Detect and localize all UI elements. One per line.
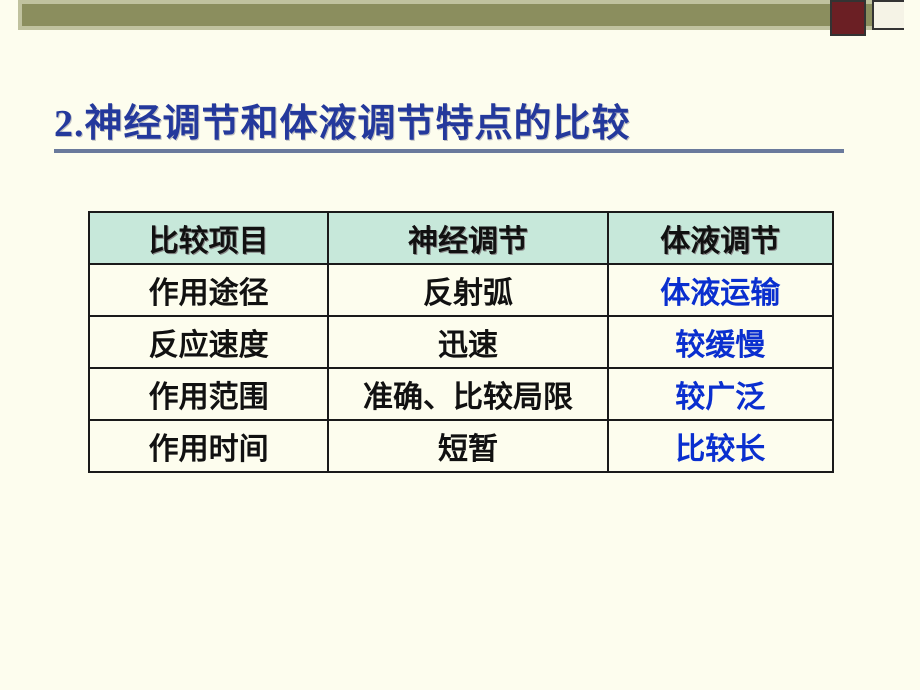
cell-humoral: 较缓慢 [608, 316, 833, 368]
slide-title: 2.神经调节和体液调节特点的比较 [54, 92, 844, 147]
cell-nerve: 准确、比较局限 [328, 368, 607, 420]
table-row: 作用途径 反射弧 体液运输 [89, 264, 833, 316]
row-label: 作用时间 [89, 420, 328, 472]
row-label: 作用途径 [89, 264, 328, 316]
cell-humoral: 体液运输 [608, 264, 833, 316]
header-humoral: 体液调节 [608, 212, 833, 264]
header-nerve: 神经调节 [328, 212, 607, 264]
decoration-square-dark [830, 0, 866, 36]
table-row: 作用范围 准确、比较局限 较广泛 [89, 368, 833, 420]
table-header-row: 比较项目 神经调节 体液调节 [89, 212, 833, 264]
cell-nerve: 短暂 [328, 420, 607, 472]
title-container: 2.神经调节和体液调节特点的比较 [54, 92, 844, 153]
slide-content: 2.神经调节和体液调节特点的比较 比较项目 神经调节 体液调节 作用途径 反射弧… [54, 92, 874, 473]
comparison-table-container: 比较项目 神经调节 体液调节 作用途径 反射弧 体液运输 反应速度 迅速 较缓慢… [88, 211, 874, 473]
cell-nerve: 迅速 [328, 316, 607, 368]
cell-humoral: 比较长 [608, 420, 833, 472]
cell-nerve: 反射弧 [328, 264, 607, 316]
row-label: 作用范围 [89, 368, 328, 420]
row-label: 反应速度 [89, 316, 328, 368]
table-row: 反应速度 迅速 较缓慢 [89, 316, 833, 368]
slide-top-decoration [0, 0, 920, 38]
decoration-band-inner [22, 4, 898, 26]
header-compare: 比较项目 [89, 212, 328, 264]
cell-humoral: 较广泛 [608, 368, 833, 420]
comparison-table: 比较项目 神经调节 体液调节 作用途径 反射弧 体液运输 反应速度 迅速 较缓慢… [88, 211, 834, 473]
table-row: 作用时间 短暂 比较长 [89, 420, 833, 472]
decoration-square-light [872, 0, 904, 30]
